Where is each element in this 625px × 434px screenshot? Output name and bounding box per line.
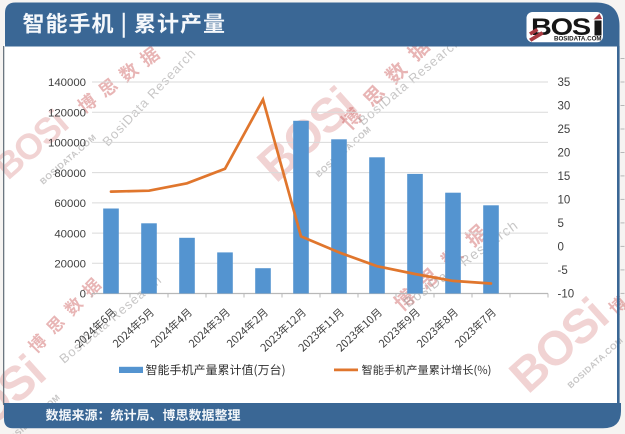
svg-text:100000: 100000 [48,138,86,150]
svg-text:20: 20 [558,148,571,160]
svg-text:-5: -5 [558,265,568,277]
svg-text:80000: 80000 [54,168,86,180]
svg-text:10: 10 [558,195,571,207]
svg-text:BOSIDATA.COM: BOSIDATA.COM [554,35,602,42]
svg-text:BOS: BOS [531,14,591,41]
svg-text:0: 0 [558,242,564,254]
svg-text:20000: 20000 [54,259,86,271]
svg-text:120000: 120000 [48,107,86,119]
svg-text:0: 0 [80,289,86,301]
svg-text:60000: 60000 [54,198,86,210]
svg-text:5: 5 [558,218,564,230]
svg-text:-10: -10 [558,289,575,301]
svg-text:40000: 40000 [54,228,86,240]
svg-text:30: 30 [558,101,571,113]
svg-text:140000: 140000 [48,77,86,89]
svg-text:25: 25 [558,124,571,136]
svg-text:35: 35 [558,77,571,89]
svg-text:15: 15 [558,171,571,183]
